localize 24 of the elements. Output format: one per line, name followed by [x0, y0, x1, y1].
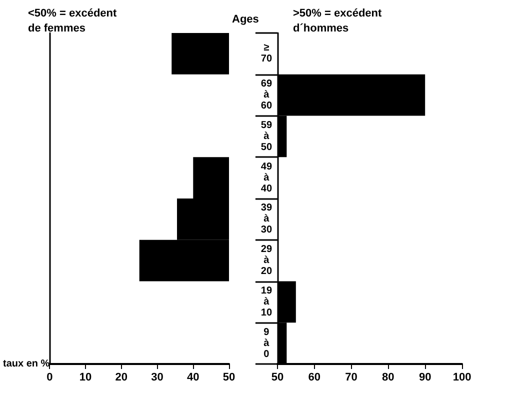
x-tick-label: 0 [46, 372, 53, 384]
y-tick-label: ≥ 70 [260, 42, 272, 65]
y-tick-label: 39 à 30 [260, 202, 272, 236]
y-tick-label: 29 à 20 [260, 244, 272, 278]
annotation: <50% = excédent de femmes [28, 8, 118, 34]
x-tick-label: 40 [187, 372, 200, 384]
x-tick-label: 90 [418, 372, 432, 384]
x-tick-label: 50 [222, 372, 236, 384]
y-tick-label: 9 à 0 [264, 326, 270, 360]
x-tick-label: 50 [271, 372, 284, 384]
x-tick-label: 100 [452, 372, 472, 384]
x-tick-label: 60 [308, 372, 320, 384]
x-tick-label: 70 [345, 372, 358, 384]
annotation: >50% = excédent d´hommes [293, 8, 382, 34]
x-tick-label: 30 [151, 372, 164, 384]
x-tick-label: 10 [79, 372, 92, 384]
x-tick-label: 80 [382, 372, 394, 384]
y-tick-label: 59 à 50 [260, 120, 272, 153]
y-tick-label: 49 à 40 [260, 161, 272, 194]
y-tick-label: 19 à 10 [260, 285, 272, 318]
x-tick-label: 20 [115, 372, 128, 384]
x-axis-title: taux en % [2, 358, 50, 370]
y-tick-label: 69 à 60 [260, 78, 272, 112]
y-axis-title: Ages [232, 14, 259, 26]
